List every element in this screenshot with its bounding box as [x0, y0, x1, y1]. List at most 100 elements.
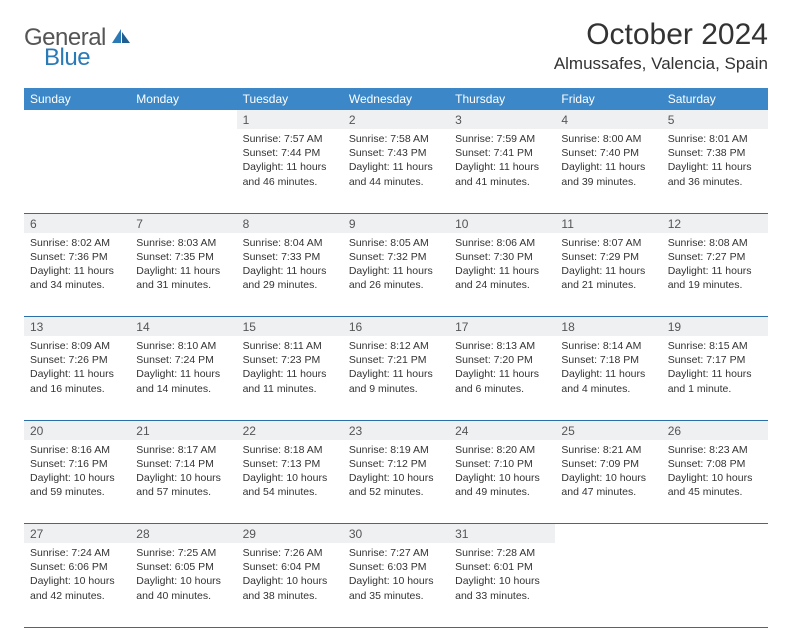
day-cell: Sunrise: 8:11 AMSunset: 7:23 PMDaylight:…: [237, 336, 343, 420]
sunrise-text: Sunrise: 8:00 AM: [561, 132, 655, 146]
daylight-text: Daylight: 11 hours and 34 minutes.: [30, 264, 124, 292]
day-cell: Sunrise: 8:03 AMSunset: 7:35 PMDaylight:…: [130, 233, 236, 317]
sunrise-text: Sunrise: 7:26 AM: [243, 546, 337, 560]
sunrise-text: Sunrise: 7:59 AM: [455, 132, 549, 146]
day-number-cell: 5: [662, 110, 768, 129]
day-cell: Sunrise: 8:14 AMSunset: 7:18 PMDaylight:…: [555, 336, 661, 420]
day-number-cell: 6: [24, 213, 130, 233]
day-number-cell: 28: [130, 524, 236, 544]
daylight-text: Daylight: 10 hours and 38 minutes.: [243, 574, 337, 602]
sunrise-text: Sunrise: 8:05 AM: [349, 236, 443, 250]
day-content: Sunrise: 8:03 AMSunset: 7:35 PMDaylight:…: [130, 233, 236, 297]
day-number-cell: [24, 110, 130, 129]
sunrise-text: Sunrise: 8:18 AM: [243, 443, 337, 457]
day-cell: Sunrise: 8:04 AMSunset: 7:33 PMDaylight:…: [237, 233, 343, 317]
logo-text-blue: Blue: [44, 44, 90, 71]
sunset-text: Sunset: 7:14 PM: [136, 457, 230, 471]
day-content: Sunrise: 8:17 AMSunset: 7:14 PMDaylight:…: [130, 440, 236, 504]
daylight-text: Daylight: 11 hours and 21 minutes.: [561, 264, 655, 292]
sunrise-text: Sunrise: 8:07 AM: [561, 236, 655, 250]
sunset-text: Sunset: 7:26 PM: [30, 353, 124, 367]
sunrise-text: Sunrise: 8:21 AM: [561, 443, 655, 457]
daylight-text: Daylight: 10 hours and 52 minutes.: [349, 471, 443, 499]
sunrise-text: Sunrise: 7:28 AM: [455, 546, 549, 560]
day-number-cell: 25: [555, 420, 661, 440]
sunrise-text: Sunrise: 8:10 AM: [136, 339, 230, 353]
day-body-row: Sunrise: 7:57 AMSunset: 7:44 PMDaylight:…: [24, 129, 768, 213]
logo-sail-icon: [110, 27, 132, 50]
daylight-text: Daylight: 11 hours and 36 minutes.: [668, 160, 762, 188]
day-content: Sunrise: 8:18 AMSunset: 7:13 PMDaylight:…: [237, 440, 343, 504]
sunset-text: Sunset: 6:04 PM: [243, 560, 337, 574]
sunset-text: Sunset: 7:40 PM: [561, 146, 655, 160]
day-cell: Sunrise: 8:12 AMSunset: 7:21 PMDaylight:…: [343, 336, 449, 420]
day-content: Sunrise: 8:12 AMSunset: 7:21 PMDaylight:…: [343, 336, 449, 400]
day-content: Sunrise: 8:09 AMSunset: 7:26 PMDaylight:…: [24, 336, 130, 400]
sunset-text: Sunset: 7:35 PM: [136, 250, 230, 264]
daylight-text: Daylight: 10 hours and 45 minutes.: [668, 471, 762, 499]
sunset-text: Sunset: 7:13 PM: [243, 457, 337, 471]
day-body-row: Sunrise: 7:24 AMSunset: 6:06 PMDaylight:…: [24, 543, 768, 627]
daylight-text: Daylight: 11 hours and 19 minutes.: [668, 264, 762, 292]
logo-subline: Blue: [44, 44, 90, 72]
sunset-text: Sunset: 7:24 PM: [136, 353, 230, 367]
day-cell: [130, 129, 236, 213]
day-number-cell: 7: [130, 213, 236, 233]
day-cell: Sunrise: 8:00 AMSunset: 7:40 PMDaylight:…: [555, 129, 661, 213]
sunset-text: Sunset: 7:33 PM: [243, 250, 337, 264]
day-cell: Sunrise: 8:20 AMSunset: 7:10 PMDaylight:…: [449, 440, 555, 524]
sunrise-text: Sunrise: 8:11 AM: [243, 339, 337, 353]
daylight-text: Daylight: 10 hours and 42 minutes.: [30, 574, 124, 602]
day-cell: [24, 129, 130, 213]
day-content: Sunrise: 8:15 AMSunset: 7:17 PMDaylight:…: [662, 336, 768, 400]
day-number-cell: 8: [237, 213, 343, 233]
day-cell: Sunrise: 8:15 AMSunset: 7:17 PMDaylight:…: [662, 336, 768, 420]
sunset-text: Sunset: 7:12 PM: [349, 457, 443, 471]
sunrise-text: Sunrise: 7:58 AM: [349, 132, 443, 146]
sunset-text: Sunset: 7:09 PM: [561, 457, 655, 471]
day-cell: Sunrise: 8:06 AMSunset: 7:30 PMDaylight:…: [449, 233, 555, 317]
day-number-cell: 9: [343, 213, 449, 233]
sunrise-text: Sunrise: 8:12 AM: [349, 339, 443, 353]
day-cell: Sunrise: 8:16 AMSunset: 7:16 PMDaylight:…: [24, 440, 130, 524]
day-content: Sunrise: 7:26 AMSunset: 6:04 PMDaylight:…: [237, 543, 343, 607]
day-number-cell: 12: [662, 213, 768, 233]
weekday-header: Saturday: [662, 88, 768, 110]
sunrise-text: Sunrise: 8:02 AM: [30, 236, 124, 250]
daylight-text: Daylight: 11 hours and 4 minutes.: [561, 367, 655, 395]
daylight-text: Daylight: 11 hours and 11 minutes.: [243, 367, 337, 395]
daylight-text: Daylight: 11 hours and 44 minutes.: [349, 160, 443, 188]
day-number-cell: 26: [662, 420, 768, 440]
calendar-table: Sunday Monday Tuesday Wednesday Thursday…: [24, 88, 768, 628]
sunrise-text: Sunrise: 8:08 AM: [668, 236, 762, 250]
day-cell: Sunrise: 7:25 AMSunset: 6:05 PMDaylight:…: [130, 543, 236, 627]
day-content: Sunrise: 7:28 AMSunset: 6:01 PMDaylight:…: [449, 543, 555, 607]
weekday-header: Wednesday: [343, 88, 449, 110]
day-number-cell: [130, 110, 236, 129]
day-number-cell: 23: [343, 420, 449, 440]
day-cell: Sunrise: 8:17 AMSunset: 7:14 PMDaylight:…: [130, 440, 236, 524]
day-cell: Sunrise: 7:57 AMSunset: 7:44 PMDaylight:…: [237, 129, 343, 213]
sunrise-text: Sunrise: 8:20 AM: [455, 443, 549, 457]
day-content: Sunrise: 8:19 AMSunset: 7:12 PMDaylight:…: [343, 440, 449, 504]
day-number-cell: 19: [662, 317, 768, 337]
day-number-cell: 14: [130, 317, 236, 337]
day-content: Sunrise: 8:23 AMSunset: 7:08 PMDaylight:…: [662, 440, 768, 504]
day-number-cell: 31: [449, 524, 555, 544]
sunset-text: Sunset: 7:17 PM: [668, 353, 762, 367]
daylight-text: Daylight: 10 hours and 59 minutes.: [30, 471, 124, 499]
day-number-cell: 27: [24, 524, 130, 544]
sunset-text: Sunset: 7:23 PM: [243, 353, 337, 367]
sunset-text: Sunset: 7:36 PM: [30, 250, 124, 264]
day-number-cell: 2: [343, 110, 449, 129]
day-cell: Sunrise: 8:10 AMSunset: 7:24 PMDaylight:…: [130, 336, 236, 420]
sunrise-text: Sunrise: 7:27 AM: [349, 546, 443, 560]
daylight-text: Daylight: 11 hours and 41 minutes.: [455, 160, 549, 188]
daylight-text: Daylight: 11 hours and 46 minutes.: [243, 160, 337, 188]
weekday-header: Monday: [130, 88, 236, 110]
sunset-text: Sunset: 7:20 PM: [455, 353, 549, 367]
day-content: Sunrise: 8:07 AMSunset: 7:29 PMDaylight:…: [555, 233, 661, 297]
day-number-cell: 11: [555, 213, 661, 233]
day-cell: Sunrise: 8:07 AMSunset: 7:29 PMDaylight:…: [555, 233, 661, 317]
daylight-text: Daylight: 11 hours and 29 minutes.: [243, 264, 337, 292]
